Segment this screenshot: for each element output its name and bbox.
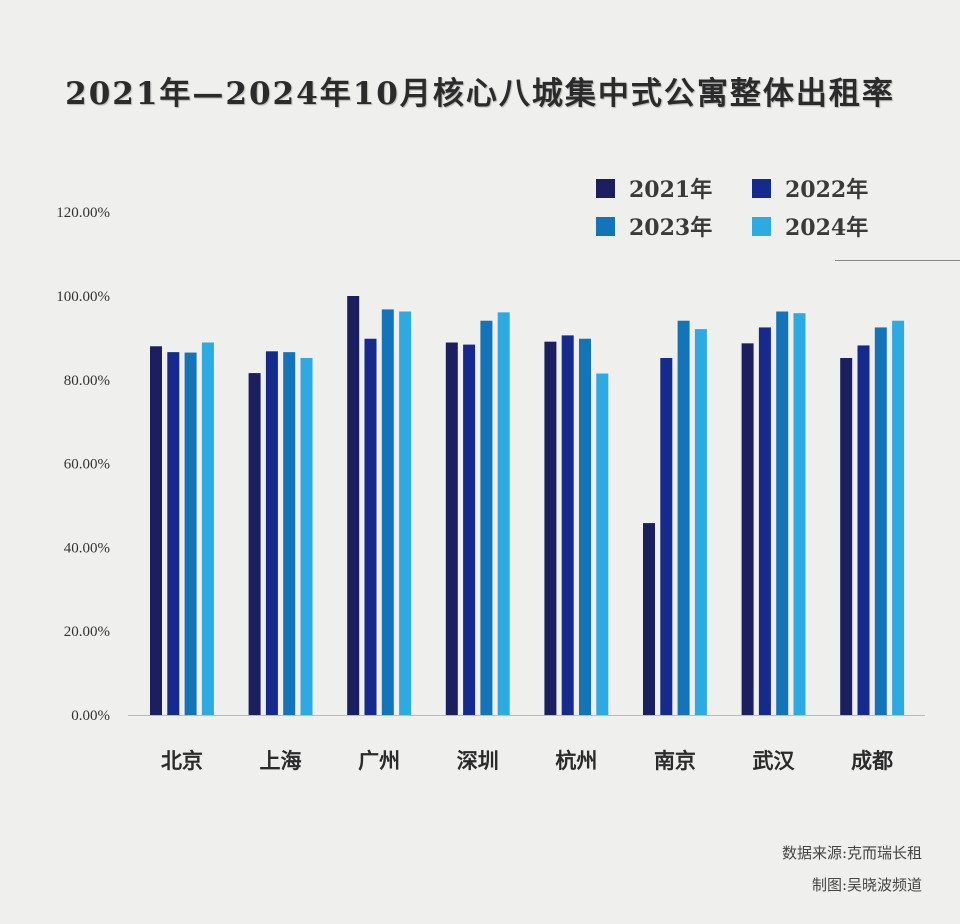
- bar: [857, 345, 870, 715]
- x-category-label: 南京: [654, 748, 696, 773]
- x-category-label: 武汉: [753, 748, 796, 773]
- bar: [347, 296, 360, 715]
- legend-item: 2021年: [596, 172, 712, 204]
- bar: [445, 342, 458, 715]
- x-category-label: 杭州: [555, 748, 597, 773]
- bar: [793, 313, 806, 715]
- bar: [643, 523, 655, 715]
- y-tick-label: 40.00%: [64, 540, 110, 556]
- legend-label: 2022年: [785, 177, 869, 203]
- x-category-label: 深圳: [457, 748, 499, 773]
- bar: [201, 342, 214, 715]
- bar: [892, 320, 905, 715]
- chart-title: 2021年—2024年10月核心八城集中式公寓整体出租率: [65, 76, 895, 112]
- legend-swatch: [752, 178, 771, 198]
- bar: [497, 312, 510, 715]
- legend-swatch: [596, 178, 615, 198]
- maker-note: 制图:吴晓波频道: [811, 876, 922, 894]
- bar: [544, 341, 557, 715]
- bar: [463, 344, 476, 715]
- decorative-line: [835, 260, 960, 261]
- bar: [167, 352, 180, 715]
- bar: [776, 311, 789, 715]
- bar: [399, 311, 412, 715]
- bar: [660, 358, 673, 715]
- bar: [596, 373, 609, 715]
- bar: [300, 358, 313, 715]
- bar: [579, 338, 591, 715]
- bar: [694, 329, 707, 715]
- legend-label: 2024年: [785, 215, 869, 241]
- bar: [741, 343, 754, 715]
- bar: [150, 346, 162, 715]
- bar: [840, 358, 853, 715]
- legend-swatch: [752, 216, 771, 236]
- y-tick-label: 0.00%: [71, 708, 110, 724]
- source-note: 数据来源:克而瑞长租: [781, 844, 922, 862]
- legend-item: 2022年: [752, 172, 868, 204]
- legend-swatch: [596, 216, 615, 236]
- y-tick-label: 100.00%: [56, 289, 110, 305]
- bar: [561, 335, 574, 715]
- y-tick-label: 60.00%: [64, 457, 110, 473]
- x-axis: 北京 上海 广州 深圳 杭州 南京 武汉 成都: [161, 748, 893, 773]
- bar: [248, 373, 261, 715]
- x-category-label: 上海: [260, 748, 302, 773]
- legend-item: 2023年: [596, 210, 712, 242]
- bar: [677, 320, 690, 715]
- bar: [265, 351, 278, 715]
- y-axis: 0.00% 20.00% 40.00% 60.00% 80.00% 100.00% 120.…: [56, 205, 110, 724]
- legend-label: 2021年: [629, 177, 713, 203]
- bar: [758, 327, 771, 715]
- bar: [184, 352, 197, 715]
- bar: [283, 352, 296, 715]
- y-tick-label: 120.00%: [56, 205, 110, 221]
- bar: [381, 309, 394, 715]
- y-tick-label: 20.00%: [64, 624, 110, 640]
- x-category-label: 广州: [358, 748, 400, 773]
- y-tick-label: 80.00%: [64, 373, 110, 389]
- bars: [150, 296, 905, 715]
- bar: [874, 327, 887, 715]
- bar: [480, 320, 493, 715]
- x-category-label: 北京: [161, 748, 203, 773]
- bar: [364, 338, 377, 715]
- legend-item: 2024年: [752, 210, 868, 242]
- legend-label: 2023年: [629, 215, 713, 241]
- x-category-label: 成都: [851, 748, 893, 773]
